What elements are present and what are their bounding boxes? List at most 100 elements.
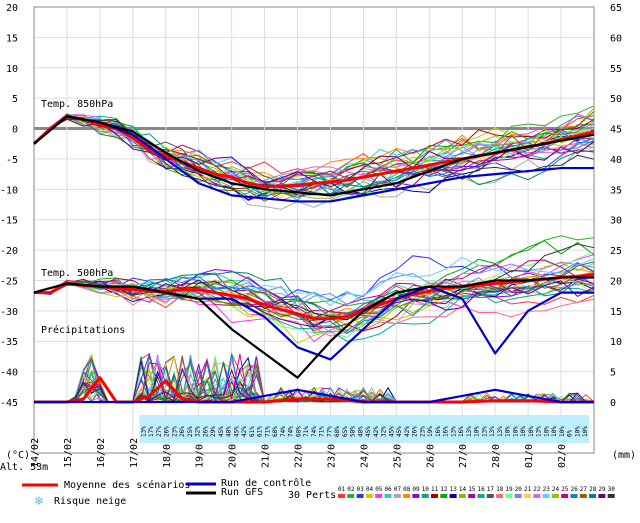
snow-risk-label: 74% <box>288 426 295 437</box>
snow-risk-label: 13% <box>497 426 504 437</box>
snow-risk-label: 65% <box>342 426 349 437</box>
pert-color-swatch <box>375 494 383 498</box>
legend-gfs-label: Run GFS <box>221 487 263 498</box>
pert-color-swatch <box>514 494 522 498</box>
pert-number-label: 29 <box>598 486 606 493</box>
altitude-label: Alt. 53m <box>0 462 48 473</box>
y-right-tick-label: 50 <box>610 94 622 105</box>
legend-mean-label: Moyenne des scénarios <box>64 479 190 491</box>
y-left-tick-label: 20 <box>6 3 18 14</box>
x-tick-label: 17/02 <box>129 438 140 468</box>
main-series-lines <box>32 114 595 404</box>
snow-risk-label: 23% <box>171 426 178 437</box>
pert-color-swatch <box>561 494 569 498</box>
snow-risk-label: 42% <box>373 426 380 437</box>
snow-risk-label: 77% <box>326 426 333 437</box>
pert-number-label: 10 <box>422 486 430 493</box>
snow-risk-label: 13% <box>536 426 543 437</box>
pert-color-swatch <box>458 494 466 498</box>
snow-risk-label: 71% <box>303 426 310 437</box>
snow-risk-label: 71% <box>319 426 326 437</box>
snow-strip-background <box>139 415 590 443</box>
x-tick-label: 15/02 <box>63 438 74 468</box>
series-line-t850-gfs <box>33 115 595 197</box>
y-right-tick-label: 0 <box>610 398 616 409</box>
y-right-tick-label: 65 <box>610 3 622 14</box>
pert-number-label: 20 <box>515 486 523 493</box>
snow-risk-label: 68% <box>272 426 279 437</box>
pert-number-label: 18 <box>496 486 504 493</box>
series-line-precip-mean <box>34 376 594 404</box>
y-right-tick-label: 5 <box>610 368 616 379</box>
y-left-tick-label: 15 <box>6 33 18 44</box>
x-axis: 14/02 15/02 16/02 17/02 18/02 19/02 20/02 21/02… <box>30 438 568 468</box>
series-line-t500-gfs <box>33 276 594 379</box>
pert-number-label: 27 <box>580 486 588 493</box>
snow-risk-label: 68% <box>295 426 302 437</box>
x-tick-label: 02/03 <box>557 438 568 468</box>
y-left-tick-label: -10 <box>0 185 18 196</box>
pert-color-swatch <box>431 494 438 498</box>
snow-risk-label: 16% <box>435 426 442 437</box>
pert-color-swatch <box>505 494 513 498</box>
x-tick-label: 25/02 <box>392 438 403 468</box>
pert-number-label: 13 <box>450 486 458 493</box>
y-right-tick-label: 10 <box>610 337 622 348</box>
x-tick-label: 23/02 <box>326 438 337 468</box>
snow-risk-label: 19% <box>427 426 434 437</box>
snow-risk-label: 42% <box>241 426 248 437</box>
pert-number-label: 02 <box>347 486 355 493</box>
snow-risk-label: 10% <box>474 426 481 437</box>
legend-snow-label: Risque neige <box>54 496 126 507</box>
y-right-tick-label: 60 <box>610 33 622 44</box>
x-tick-label: 20/02 <box>228 438 239 468</box>
x-tick-label: 21/02 <box>261 438 272 468</box>
snow-risk-label: 10% <box>505 426 512 437</box>
pert-number-label: 06 <box>385 486 393 493</box>
y-right-tick-label: 20 <box>610 276 622 287</box>
x-tick-label: 01/03 <box>524 438 535 468</box>
snow-risk-label: 10% <box>528 426 535 437</box>
snow-risk-label: 26% <box>164 426 171 437</box>
snow-risk-label: 42% <box>404 426 411 437</box>
pert-number-label: 09 <box>412 486 420 493</box>
pert-color-swatch <box>403 494 411 498</box>
snowflake-icon: ❄ <box>34 494 44 508</box>
pert-number-label: 11 <box>431 486 439 493</box>
snow-risk-label: 25% <box>187 426 194 437</box>
y-left-tick-label: -20 <box>0 246 18 257</box>
snow-risk-label: 10% <box>512 426 519 437</box>
pert-color-swatch <box>347 494 355 498</box>
y-left-tick-label: -5 <box>6 155 18 166</box>
snow-risk-label: 26% <box>202 426 209 437</box>
pert-color-swatch <box>393 494 401 498</box>
pert-color-swatch <box>468 494 476 498</box>
snow-risk-label: 45% <box>388 426 395 437</box>
pert-color-swatch <box>551 494 559 498</box>
pert-number-label: 22 <box>533 486 541 493</box>
y-left-tick-label: -45 <box>0 398 18 409</box>
pert-number-label: 08 <box>403 486 411 493</box>
perturbation-line-500 <box>33 283 595 337</box>
y-left-tick-label: -35 <box>0 337 18 348</box>
x-tick-label: 18/02 <box>162 438 173 468</box>
snow-risk-label: 58% <box>350 426 357 437</box>
snow-risk-label: 48% <box>357 426 364 437</box>
y-left-unit: (°C) <box>6 450 30 461</box>
snow-risk-label: 13% <box>140 426 147 437</box>
pert-number-label: 17 <box>487 486 495 493</box>
legend-control-label: Run de contrôle <box>221 477 311 489</box>
pert-color-swatch <box>579 494 587 498</box>
perturbation-line-850 <box>33 118 595 188</box>
snow-risk-label: 10% <box>520 426 527 437</box>
pert-color-swatch <box>598 494 606 498</box>
y-right-tick-label: 40 <box>610 155 622 166</box>
snow-risk-label: 45% <box>365 426 372 437</box>
panel-label-t850: Temp. 850hPa <box>41 99 113 110</box>
snow-risk-label: 48% <box>226 426 233 437</box>
snow-risk-label: 74% <box>311 426 318 437</box>
snow-risk-label: 68% <box>334 426 341 437</box>
snow-risk-label: 61% <box>257 426 264 437</box>
perturbation-line-500 <box>33 279 595 326</box>
